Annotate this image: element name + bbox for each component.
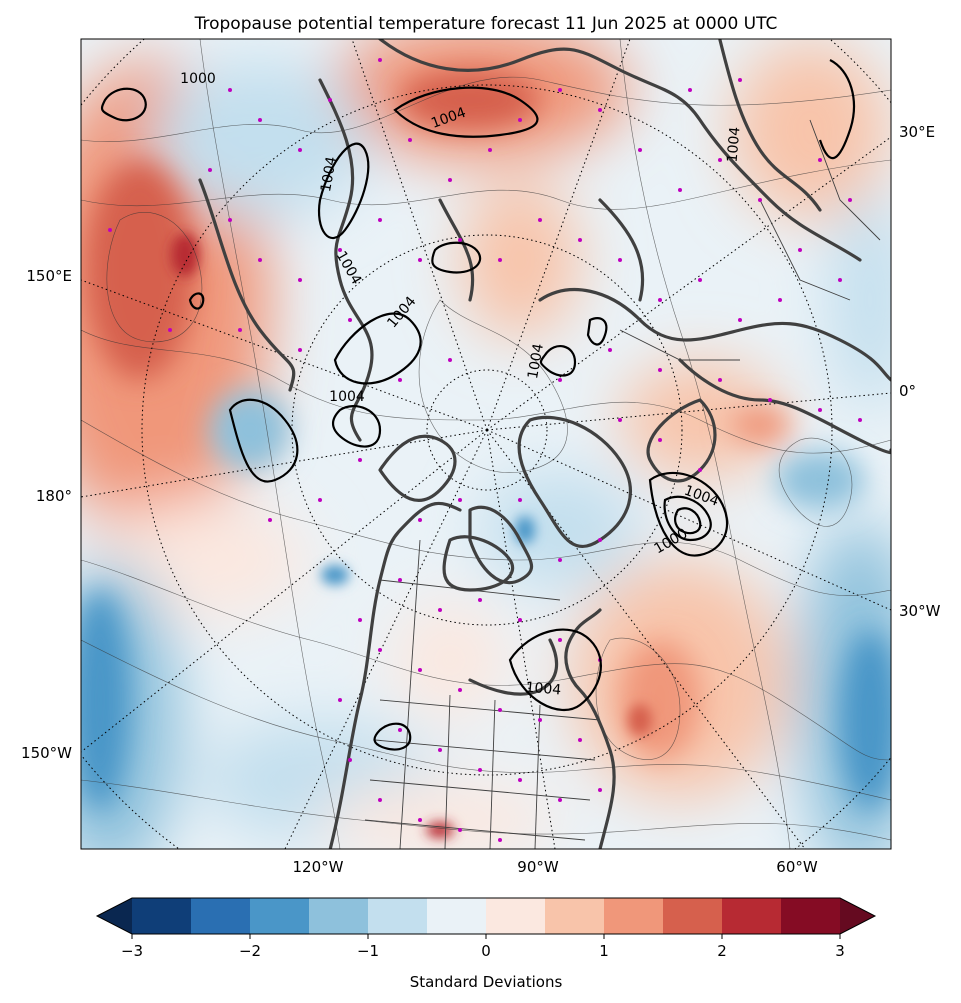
colorbar-tick-label: 2 [717, 942, 727, 960]
right-lon-label: 30°W [899, 602, 941, 620]
colorbar-segment [250, 898, 310, 934]
map-panel: 1004 1004 1004 1004 1004 1004 1004 1000 … [81, 39, 891, 849]
colorbar-segment [191, 898, 251, 934]
left-lon-label: 150°E [26, 267, 72, 285]
bottom-lon-label: 120°W [293, 858, 344, 876]
coastlines [198, 39, 891, 849]
bottom-lon-label: 60°W [776, 858, 818, 876]
contour-label: 1004 [724, 126, 743, 163]
colorbar-segment [604, 898, 664, 934]
colorbar-extend-low [97, 898, 132, 934]
contour-label: 1000 [180, 71, 216, 87]
colorbar-ticks: −3 −2 −1 0 1 2 3 [121, 934, 845, 960]
contour-label: 1004 [329, 389, 365, 405]
colorbar-segment [368, 898, 428, 934]
colorbar-segment [132, 898, 192, 934]
figure-title: Tropopause potential temperature forecas… [194, 14, 778, 34]
colorbar-segment [663, 898, 723, 934]
colorbar: −3 −2 −1 0 1 2 3 Standard Deviations [95, 897, 877, 991]
colorbar-tick-label: −3 [121, 942, 143, 960]
right-lon-label: 30°E [899, 123, 935, 141]
state-borders [364, 119, 881, 849]
contour-label: 1004 [525, 342, 547, 380]
contour-label: 1004 [525, 679, 562, 698]
anomaly-field [81, 39, 891, 849]
theta-contours [81, 39, 891, 849]
left-lon-label: 180° [36, 487, 72, 505]
colorbar-segment [486, 898, 546, 934]
map-frame [80, 38, 892, 850]
colorbar-label: Standard Deviations [410, 973, 563, 991]
colorbar-segment [545, 898, 605, 934]
left-lon-label: 150°W [21, 744, 72, 762]
axis-labels: 120°W 90°W 60°W 150°E 180° 150°W 30°E 0°… [21, 123, 941, 876]
pressure-contours [100, 59, 855, 751]
colorbar-tick-label: 3 [835, 942, 845, 960]
colorbar-segment [781, 898, 841, 934]
colorbar-tick-label: 0 [481, 942, 491, 960]
right-lon-label: 0° [899, 382, 916, 400]
bottom-lon-label: 90°W [517, 858, 559, 876]
colorbar-tick-label: −1 [357, 942, 379, 960]
colorbar-extend-high [840, 898, 875, 934]
colorbar-segment [722, 898, 782, 934]
colorbar-tick-label: −2 [239, 942, 261, 960]
colorbar-tick-label: 1 [599, 942, 609, 960]
colorbar-segments [132, 898, 841, 934]
colorbar-segment [427, 898, 487, 934]
colorbar-segment [309, 898, 369, 934]
contour-label: 1004 [318, 155, 340, 193]
